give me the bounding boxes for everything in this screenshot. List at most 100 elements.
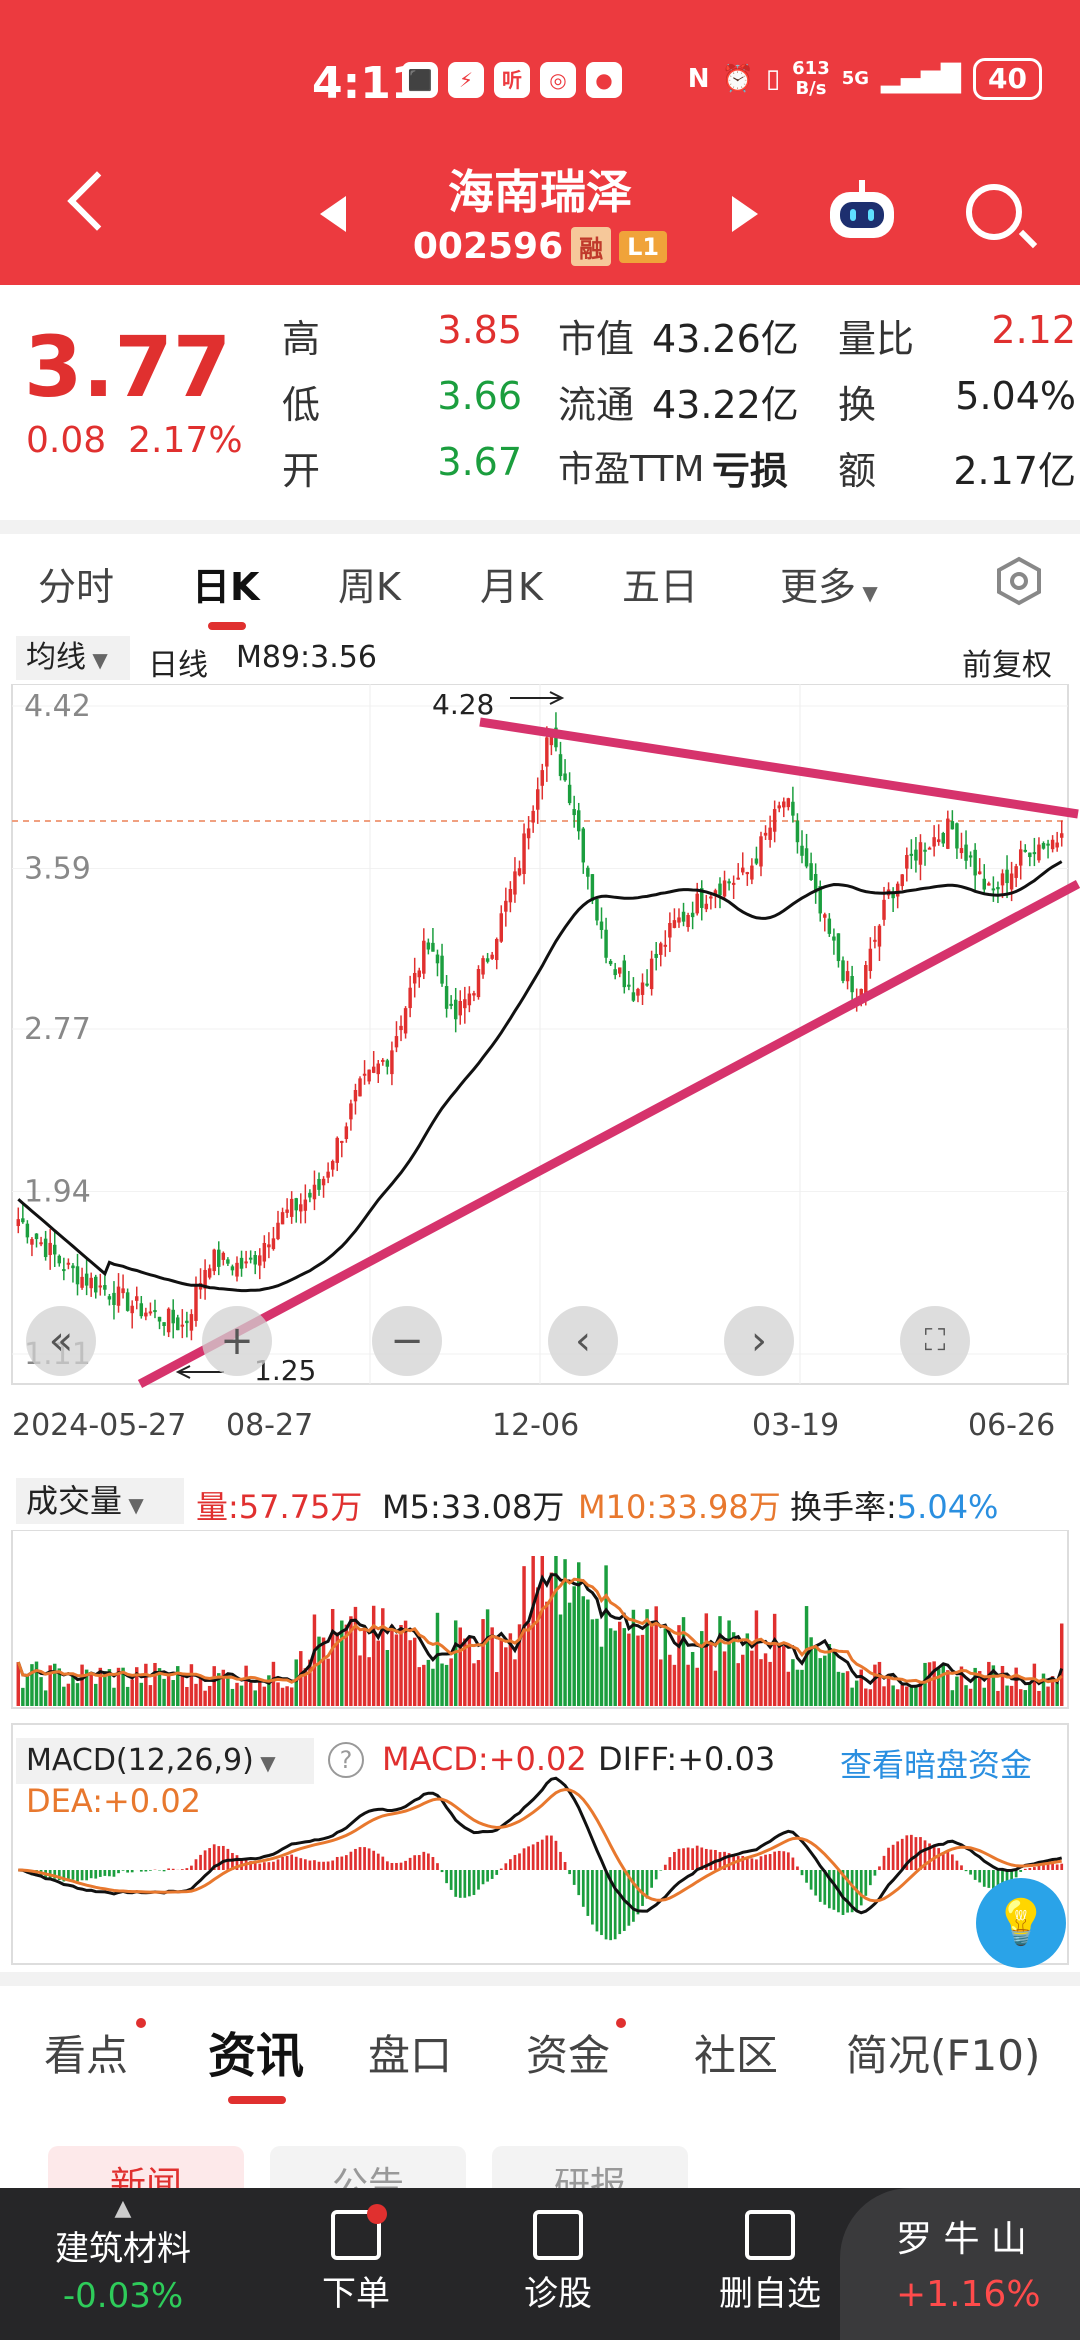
macd-bar	[704, 1848, 708, 1870]
lightbulb-icon[interactable]: 💡	[976, 1878, 1066, 1968]
tab-news[interactable]: 资讯	[208, 2028, 305, 2084]
candle-body	[841, 960, 845, 981]
candle-body	[613, 969, 617, 976]
settings-icon[interactable]	[994, 556, 1044, 606]
volume-bar	[112, 1687, 116, 1706]
tab-profile[interactable]: 简况(F10)	[846, 2031, 1041, 2080]
candle-body	[599, 921, 604, 930]
candle-body	[135, 1296, 139, 1301]
order-button[interactable]: 下单	[296, 2204, 416, 2315]
volume-bar	[185, 1686, 189, 1706]
volume-bar	[340, 1620, 344, 1706]
open-value: 3.67	[437, 440, 522, 484]
macd-bar	[695, 1845, 699, 1870]
volume-bar	[841, 1672, 845, 1706]
macd-bar	[663, 1864, 667, 1870]
candle-body	[317, 1178, 321, 1190]
volume-bar	[763, 1653, 768, 1706]
turnover-label: 换	[838, 383, 877, 427]
ma89-label: M89:3.56	[236, 640, 377, 675]
macd-bar	[941, 1852, 945, 1870]
candle-body	[344, 1126, 349, 1140]
prev-stock-icon[interactable]	[320, 196, 346, 232]
help-icon[interactable]: ?	[328, 1742, 364, 1778]
volume-bar	[845, 1671, 850, 1706]
zoom-out-full-button[interactable]: «	[26, 1306, 96, 1376]
volume-chart[interactable]	[0, 1530, 1080, 1710]
macd-bar	[992, 1870, 995, 1890]
macd-select[interactable]: MACD(12,26,9) ▼	[16, 1738, 314, 1784]
macd-bar	[796, 1866, 799, 1870]
volume-bar	[1028, 1684, 1032, 1706]
macd-bar	[103, 1870, 107, 1876]
volume-bar	[558, 1614, 563, 1706]
macd-bar	[896, 1841, 900, 1870]
chevron-up-icon: ▲	[114, 2196, 132, 2221]
candle-body	[950, 821, 955, 830]
next-stock-icon[interactable]	[732, 196, 758, 232]
candle-body	[1055, 842, 1059, 848]
fullscreen-icon[interactable]: ⛶	[900, 1306, 970, 1376]
zoom-out-button[interactable]: −	[372, 1306, 442, 1376]
tab-underline	[228, 2096, 286, 2104]
tab-weekly-k[interactable]: 周K	[338, 565, 401, 609]
candle-body	[57, 1255, 62, 1264]
sector-item[interactable]: ▲ 建筑材料 -0.03%	[28, 2196, 218, 2316]
volume-bar	[768, 1661, 772, 1706]
macd-bar	[413, 1855, 417, 1870]
tab-five-day[interactable]: 五日	[622, 565, 699, 609]
macd-bar	[818, 1870, 822, 1902]
target-icon: ◎	[540, 62, 576, 98]
tab-order-book[interactable]: 盘口	[368, 2031, 453, 2080]
m10-value: M10:33.98万	[578, 1488, 781, 1526]
ma-select[interactable]: 均线 ▼	[16, 636, 130, 680]
macd-bar	[814, 1870, 818, 1896]
macd-bar	[454, 1870, 458, 1897]
candle-body	[864, 965, 868, 995]
volume-bar	[399, 1625, 403, 1706]
candle-body	[75, 1266, 80, 1285]
volume-bar	[900, 1684, 904, 1706]
alarm-icon: ⏰	[721, 64, 754, 94]
dark-pool-link[interactable]: 查看暗盘资金	[840, 1746, 1033, 1784]
candle-body	[618, 967, 622, 974]
amount-label: 额	[838, 449, 877, 493]
macd-chart[interactable]	[0, 1720, 1080, 1970]
macd-bar	[618, 1870, 622, 1935]
candle-body	[207, 1268, 212, 1278]
robot-assistant-icon[interactable]	[826, 178, 898, 244]
macd-bar	[645, 1870, 649, 1899]
remove-watchlist-button[interactable]: 删自选	[700, 2210, 840, 2315]
index-ticker[interactable]: 罗 牛 山 +1.16%	[840, 2188, 1080, 2340]
tab-highlights[interactable]: 看点	[44, 2031, 129, 2080]
tab-daily-k[interactable]: 日K	[192, 565, 260, 609]
volume-bar	[854, 1680, 859, 1706]
scroll-left-button[interactable]: ‹	[548, 1306, 618, 1376]
tab-intraday[interactable]: 分时	[38, 565, 115, 609]
adjust-label[interactable]: 前复权	[962, 648, 1052, 683]
macd-bar	[768, 1854, 772, 1870]
tab-monthly-k[interactable]: 月K	[480, 565, 543, 609]
candle-body	[868, 948, 873, 972]
period-label: 日线	[148, 648, 208, 683]
scroll-right-button[interactable]: ›	[724, 1306, 794, 1376]
candle-body	[800, 845, 804, 856]
volume-bar	[1032, 1663, 1037, 1706]
candle-body	[654, 953, 658, 958]
macd-bar	[258, 1863, 262, 1870]
volume-bar	[932, 1661, 936, 1706]
volume-bar	[873, 1664, 877, 1706]
tab-community[interactable]: 社区	[694, 2031, 779, 2080]
tab-funds[interactable]: 资金	[526, 2031, 611, 2080]
zoom-in-button[interactable]: +	[202, 1306, 272, 1376]
macd-bar	[609, 1870, 612, 1941]
volume-bar	[968, 1688, 973, 1706]
volume-value: 量:57.75万	[196, 1488, 363, 1526]
candle-body	[431, 942, 435, 952]
tab-more[interactable]: 更多 ▼	[780, 565, 878, 609]
diagnose-button[interactable]: 诊股	[498, 2210, 618, 2315]
search-icon[interactable]	[966, 184, 1022, 240]
kline-chart[interactable]: 4.423.592.771.941.11 4.28 1.25	[0, 684, 1080, 1394]
volume-select[interactable]: 成交量 ▼	[16, 1478, 184, 1524]
stock-code: 002596	[412, 226, 564, 267]
